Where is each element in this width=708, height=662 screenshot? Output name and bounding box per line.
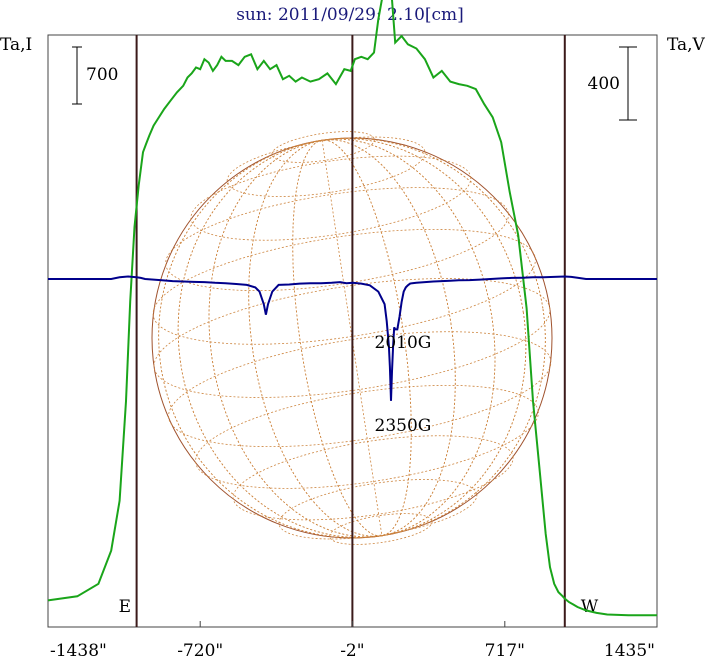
limb-label-w: W [581,597,599,617]
chart-title: sun: 2011/09/29: 2.10[cm] [236,5,464,25]
right-axis-label: Ta,V [667,35,706,55]
latitude-line [152,228,536,345]
annotation-2010g: 2010G [375,333,432,353]
series-line-stokes_i [47,0,657,617]
latitude-line [226,136,426,197]
latitude-line [271,131,375,163]
left-scale-label: 700 [86,65,118,85]
right-scale-bar [619,46,637,121]
limb-label-e: E [119,597,131,617]
x-axis-ticks: -1438" -720" -2" 717" 1435" [47,621,658,661]
left-axis-label: Ta,I [0,35,32,55]
longitude-line [248,139,456,537]
latitude-line [329,513,433,545]
annotation-2350g: 2350G [375,416,432,436]
longitude-line [208,138,496,538]
annotations: 2010G 2350G [375,333,432,436]
series-group [47,0,657,617]
right-scale-label: 400 [588,74,620,94]
solar-disk-grid [151,131,553,545]
latitude-line [195,384,539,489]
left-scale-bar [72,46,82,105]
x-tick-label: -2" [340,641,364,661]
series-line-stokes_v [48,275,657,401]
latitude-line [165,187,509,292]
x-tick-label: 1435" [604,641,655,661]
x-tick-label: 717" [485,641,525,661]
x-tick-label: -1438" [50,641,107,661]
x-tick-label: -720" [177,641,223,661]
latitude-line [278,479,478,540]
